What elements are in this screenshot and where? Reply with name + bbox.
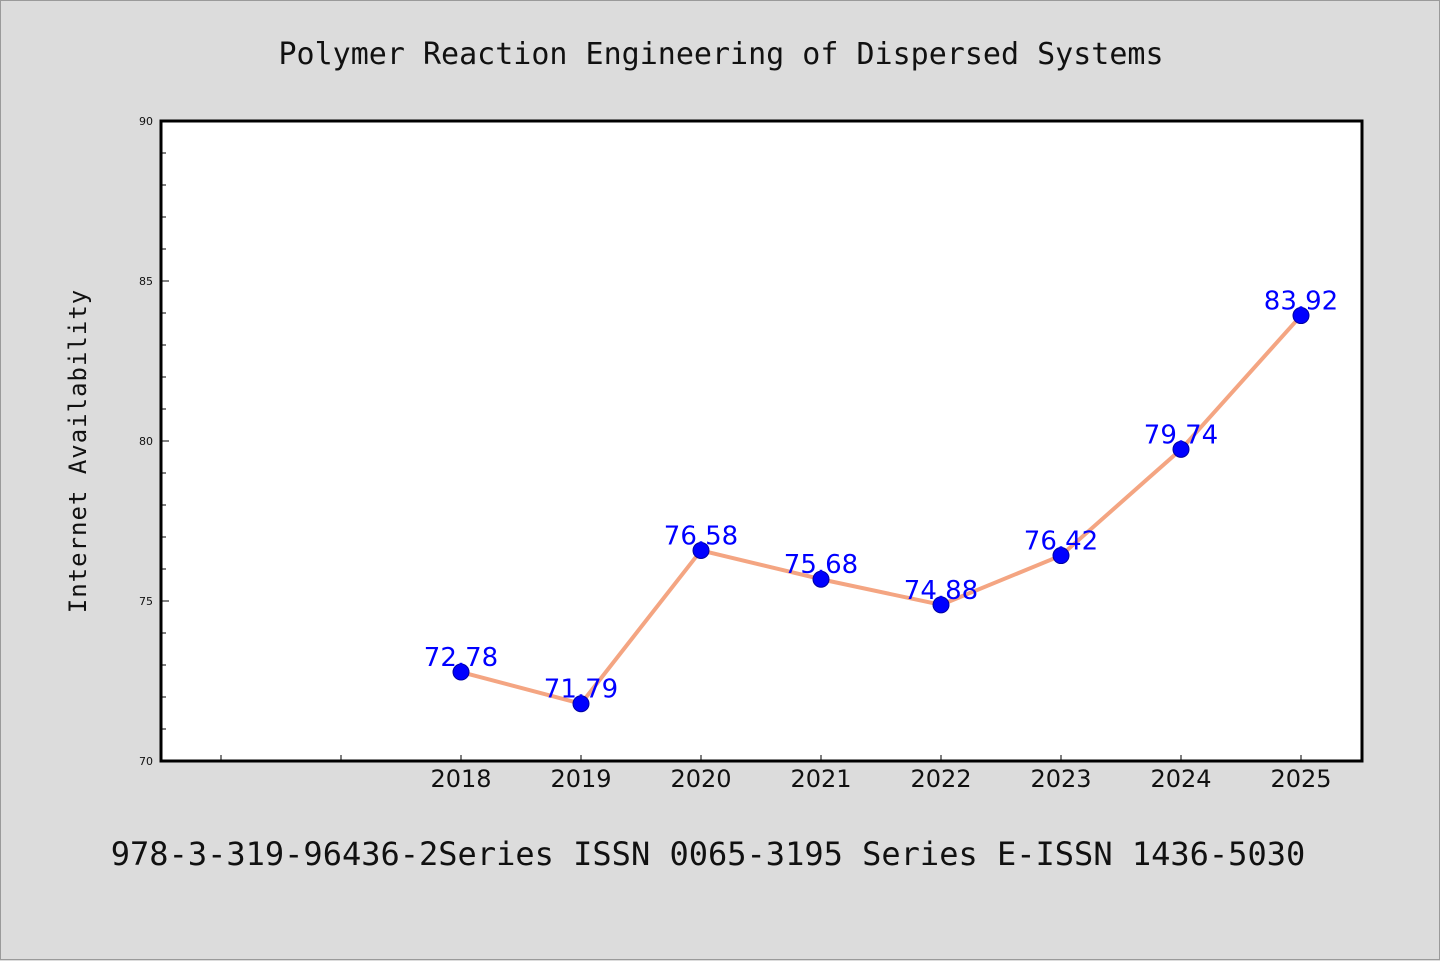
chart-title: Polymer Reaction Engineering of Disperse… bbox=[278, 37, 1163, 72]
x-tick-label: 2022 bbox=[910, 765, 971, 793]
series-line bbox=[460, 314, 1303, 706]
series-layer bbox=[452, 307, 1310, 713]
data-label: 75.68 bbox=[784, 550, 858, 580]
data-point bbox=[812, 570, 830, 588]
y-tick-label: 75 bbox=[139, 595, 153, 608]
data-point bbox=[1172, 440, 1190, 458]
data-point bbox=[1052, 547, 1070, 565]
data-point bbox=[1292, 307, 1310, 325]
data-label: 72.78 bbox=[424, 643, 498, 673]
data-point bbox=[572, 695, 590, 713]
y-tick-label: 80 bbox=[139, 435, 153, 448]
data-labels: 72.78 71.79 76.58 75.68 74.88 76.42 79.74 83.92 bbox=[424, 287, 1338, 705]
data-label: 83.92 bbox=[1264, 287, 1338, 317]
data-point bbox=[932, 596, 950, 614]
y-tick-label: 85 bbox=[139, 275, 153, 288]
x-tick-label: 2020 bbox=[670, 765, 731, 793]
y-tick-label: 70 bbox=[139, 755, 153, 768]
x-tick-label: 2019 bbox=[550, 765, 611, 793]
data-point bbox=[692, 541, 710, 559]
x-tick-label: 2025 bbox=[1270, 765, 1331, 793]
plot-area bbox=[159, 119, 1364, 763]
x-tick-label: 2021 bbox=[790, 765, 851, 793]
footer-text: 978-3-319-96436-2Series ISSN 0065-3195 S… bbox=[111, 835, 1305, 873]
y-tick-label: 90 bbox=[139, 115, 153, 128]
x-tick-label: 2018 bbox=[430, 765, 491, 793]
y-axis-label: Internet Availability bbox=[64, 289, 92, 613]
data-label: 76.42 bbox=[1024, 527, 1098, 557]
x-tick-label: 2023 bbox=[1030, 765, 1091, 793]
data-label: 74.88 bbox=[904, 576, 978, 606]
data-label: 76.58 bbox=[664, 521, 738, 551]
data-label: 79.74 bbox=[1144, 420, 1218, 450]
axis-ticks: 70 75 80 85 90 2018 2019 2020 2021 2022 2023 2024 20… bbox=[139, 115, 1332, 793]
data-label: 71.79 bbox=[544, 675, 618, 705]
data-point bbox=[452, 663, 470, 681]
x-tick-label: 2024 bbox=[1150, 765, 1211, 793]
